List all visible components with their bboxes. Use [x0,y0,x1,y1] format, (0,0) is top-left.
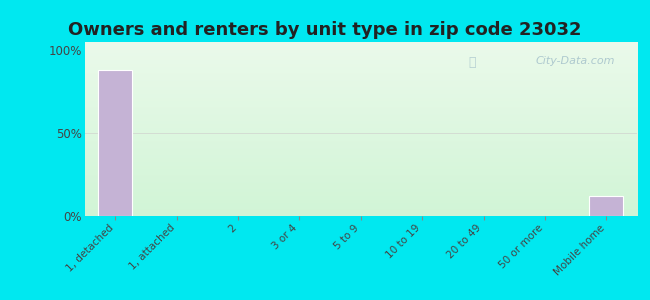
Bar [590,196,623,216]
Text: ⦻: ⦻ [469,56,476,69]
Bar [98,70,132,216]
Text: Owners and renters by unit type in zip code 23032: Owners and renters by unit type in zip c… [68,21,582,39]
Text: City-Data.com: City-Data.com [536,56,615,66]
